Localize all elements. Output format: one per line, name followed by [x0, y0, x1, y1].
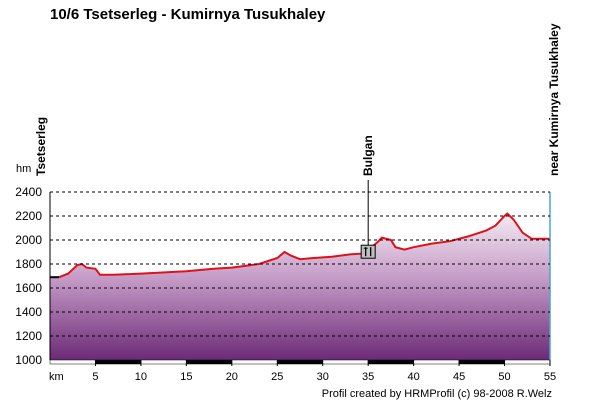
- x-axis-segment: [95, 359, 142, 365]
- x-tick-label: 20: [226, 371, 238, 383]
- y-axis-unit: hm: [16, 163, 31, 175]
- x-axis-segment: [413, 359, 460, 365]
- grid-lines: [50, 191, 550, 337]
- x-tick-label: 55: [544, 371, 556, 383]
- profile-line: [58, 212, 550, 279]
- x-axis-segment: [49, 359, 96, 365]
- place-markers: Tsetserleg Bulgan near Kumirnya Tusukhaley: [34, 23, 561, 259]
- x-tick-label: 25: [271, 371, 283, 383]
- x-axis-segment: [458, 359, 505, 365]
- y-tick-label: 2200: [15, 209, 42, 223]
- x-tick-label: 35: [362, 371, 374, 383]
- y-tick-label: 1000: [15, 353, 42, 367]
- restaurant-icon: [360, 244, 376, 259]
- profile-fill: [50, 213, 550, 360]
- place-label: Tsetserleg: [34, 117, 48, 176]
- x-tick-label: 40: [408, 371, 420, 383]
- x-axis-segment: [504, 359, 551, 365]
- y-tick-label: 1400: [15, 305, 42, 319]
- place-label: near Kumirnya Tusukhaley: [547, 23, 561, 176]
- profile-area: [49, 192, 551, 360]
- x-axis-segment: [140, 359, 187, 365]
- y-tick-label: 1800: [15, 257, 42, 271]
- x-tick-label: 10: [135, 371, 147, 383]
- credit-text: Profil created by HRMProfil (c) 98-2008 …: [322, 388, 552, 400]
- x-axis-segment: [231, 359, 278, 365]
- x-tick-label: 5: [92, 371, 98, 383]
- x-axis-segment: [322, 359, 369, 365]
- x-tick-label: 15: [180, 371, 192, 383]
- y-tick-labels: 1000 1200 1400 1600 1800 2000 2200 2400: [15, 185, 42, 367]
- x-axis-segment: [277, 359, 323, 365]
- x-tick-label: 45: [453, 371, 465, 383]
- x-axis-segment: [186, 359, 233, 365]
- y-tick-label: 2000: [15, 233, 42, 247]
- y-tick-label: 1600: [15, 281, 42, 295]
- y-tick-label: 2400: [15, 185, 42, 199]
- x-axis: 5 10 15 20 25 30 35 40 45 50 55: [49, 359, 556, 383]
- place-label: Bulgan: [361, 135, 375, 176]
- x-tick-label: 50: [498, 371, 510, 383]
- x-tick-label: 30: [317, 371, 329, 383]
- x-axis-unit: km: [49, 371, 64, 383]
- chart-title: 10/6 Tsetserleg - Kumirnya Tusukhaley: [50, 6, 326, 23]
- x-axis-segment: [367, 359, 414, 365]
- y-tick-label: 1200: [15, 329, 42, 343]
